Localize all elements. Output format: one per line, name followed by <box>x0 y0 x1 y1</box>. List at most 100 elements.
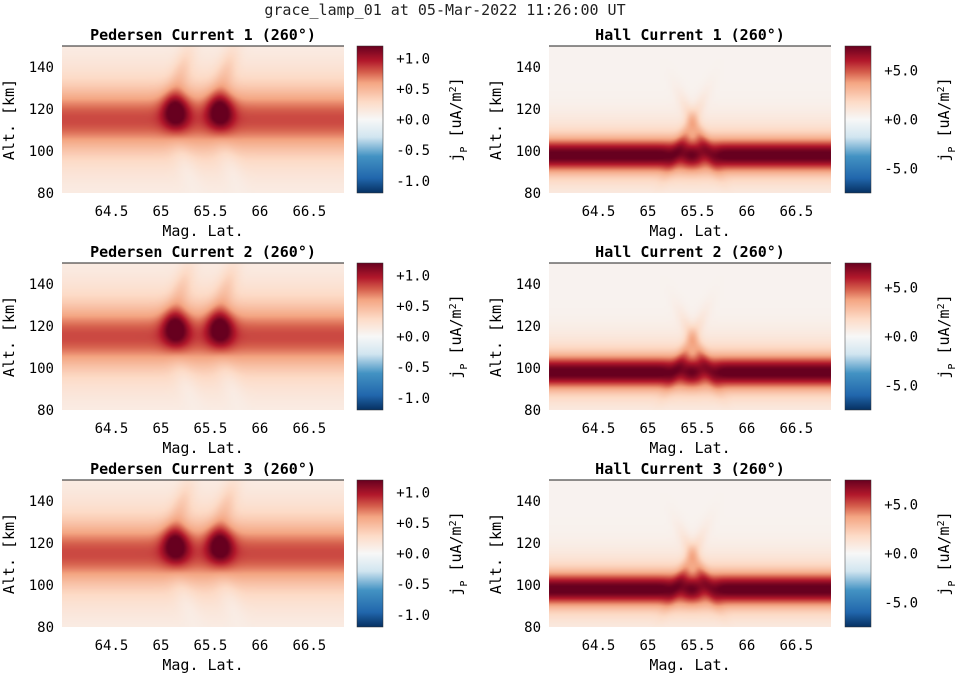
y-tick-label: 120 <box>29 536 54 552</box>
colorbar <box>844 45 872 194</box>
x-tick-label: 66.5 <box>293 204 327 220</box>
x-tick-label: 65 <box>640 638 657 654</box>
colorbar-tick-label: -0.5 <box>396 143 430 159</box>
colorbar-label: jP [uA/m2] <box>935 77 958 161</box>
colorbar-tick-label: +1.0 <box>396 485 430 501</box>
x-tick-label: 64.5 <box>95 638 129 654</box>
x-tick-label: 66.5 <box>293 638 327 654</box>
x-axis-label: Mag. Lat. <box>649 656 730 674</box>
y-tick-label: 80 <box>37 186 54 202</box>
x-tick-label: 65 <box>640 204 657 220</box>
colorbar-label: jP [uA/m2] <box>447 294 470 378</box>
x-tick-label: 66.5 <box>293 421 327 437</box>
colorbar-tick-label: +0.0 <box>396 547 430 563</box>
y-tick-label: 120 <box>29 102 54 118</box>
colorbar-tick-label: -0.5 <box>396 360 430 376</box>
y-axis-label: Alt. [km] <box>487 513 505 594</box>
panel-title: Hall Current 3 (260°) <box>595 460 785 478</box>
x-tick-label: 66 <box>738 638 755 654</box>
colorbar-tick-label: -5.0 <box>884 379 918 395</box>
y-tick-label: 120 <box>29 319 54 335</box>
x-tick-label: 64.5 <box>95 421 129 437</box>
colorbar <box>844 262 872 411</box>
panel-6: Hall Current 3 (260°) 64.5 65 65.5 66 66.5 80 1… <box>487 460 958 674</box>
y-tick-label: 140 <box>516 494 541 510</box>
y-tick-label: 140 <box>29 494 54 510</box>
x-tick-label: 65 <box>153 421 170 437</box>
y-tick-label: 140 <box>29 60 54 76</box>
x-tick-label: 65.5 <box>681 638 715 654</box>
x-tick-label: 66 <box>738 421 755 437</box>
heatmap-image <box>62 46 344 193</box>
x-tick-label: 65.5 <box>194 204 228 220</box>
panel-1: Pedersen Current 1 (260°) 64.5 65 65.5 66 66.… <box>0 26 470 240</box>
x-tick-label: 66 <box>251 204 268 220</box>
heatmap-image <box>62 480 344 627</box>
colorbar-tick-label: -0.5 <box>396 577 430 593</box>
colorbar-tick-label: +0.5 <box>396 516 430 532</box>
heatmap-image <box>549 46 831 193</box>
x-tick-label: 65.5 <box>681 421 715 437</box>
y-axis-label: Alt. [km] <box>0 79 18 160</box>
x-tick-label: 66 <box>251 638 268 654</box>
y-tick-label: 120 <box>516 536 541 552</box>
colorbar-tick-label: -1.0 <box>396 174 430 190</box>
panel-2: Hall Current 1 (260°) 64.5 65 65.5 66 66.5 80 1… <box>487 26 958 240</box>
x-axis-label: Mag. Lat. <box>649 222 730 240</box>
colorbar-tick-label: +0.0 <box>884 330 918 346</box>
panel-title: Pedersen Current 3 (260°) <box>90 460 316 478</box>
y-tick-label: 120 <box>516 319 541 335</box>
panel-title: Pedersen Current 1 (260°) <box>90 26 316 44</box>
y-axis-label: Alt. [km] <box>0 513 18 594</box>
y-tick-label: 100 <box>29 361 54 377</box>
colorbar-tick-label: +0.5 <box>396 82 430 98</box>
panel-title: Pedersen Current 2 (260°) <box>90 243 316 261</box>
colorbar-label: jP [uA/m2] <box>935 294 958 378</box>
y-tick-label: 100 <box>516 578 541 594</box>
panel-title: Hall Current 2 (260°) <box>595 243 785 261</box>
colorbar <box>356 262 384 411</box>
x-axis-label: Mag. Lat. <box>162 222 243 240</box>
colorbar-tick-label: +0.0 <box>884 113 918 129</box>
colorbar-tick-label: +1.0 <box>396 51 430 67</box>
x-axis-label: Mag. Lat. <box>162 656 243 674</box>
x-tick-label: 66 <box>738 204 755 220</box>
panel-5: Pedersen Current 3 (260°) 64.5 65 65.5 66 66.… <box>0 460 470 674</box>
y-axis-label: Alt. [km] <box>487 79 505 160</box>
x-tick-label: 64.5 <box>582 204 616 220</box>
colorbar-tick-label: +0.0 <box>396 113 430 129</box>
colorbar-label: jP [uA/m2] <box>447 77 470 161</box>
panel-4: Hall Current 2 (260°) 64.5 65 65.5 66 66.5 80 1… <box>487 243 958 457</box>
x-axis-label: Mag. Lat. <box>649 439 730 457</box>
figure-title: grace_lamp_01 at 05-Mar-2022 11:26:00 UT <box>264 1 625 19</box>
x-tick-label: 65 <box>640 421 657 437</box>
colorbar <box>844 479 872 628</box>
panel-title: Hall Current 1 (260°) <box>595 26 785 44</box>
x-tick-label: 66.5 <box>780 204 814 220</box>
colorbar-tick-label: +0.5 <box>396 299 430 315</box>
x-tick-label: 64.5 <box>582 421 616 437</box>
x-axis-label: Mag. Lat. <box>162 439 243 457</box>
x-tick-label: 66.5 <box>780 638 814 654</box>
x-tick-label: 65 <box>153 204 170 220</box>
heatmap-image <box>62 263 344 410</box>
colorbar <box>356 479 384 628</box>
panel-3: Pedersen Current 2 (260°) 64.5 65 65.5 66 66.… <box>0 243 470 457</box>
colorbar-tick-label: +5.0 <box>884 498 918 514</box>
colorbar-label: jP [uA/m2] <box>447 511 470 595</box>
y-tick-label: 80 <box>37 403 54 419</box>
colorbar-tick-label: -5.0 <box>884 162 918 178</box>
y-tick-label: 140 <box>516 60 541 76</box>
y-tick-label: 100 <box>29 578 54 594</box>
x-tick-label: 65.5 <box>194 638 228 654</box>
y-tick-label: 100 <box>516 361 541 377</box>
y-tick-label: 100 <box>516 144 541 160</box>
y-tick-label: 80 <box>524 186 541 202</box>
colorbar-tick-label: -1.0 <box>396 391 430 407</box>
y-tick-label: 140 <box>29 277 54 293</box>
y-tick-label: 80 <box>524 403 541 419</box>
y-axis-label: Alt. [km] <box>487 296 505 377</box>
x-tick-label: 65 <box>153 638 170 654</box>
y-tick-label: 80 <box>524 620 541 636</box>
colorbar-tick-label: +0.0 <box>396 330 430 346</box>
